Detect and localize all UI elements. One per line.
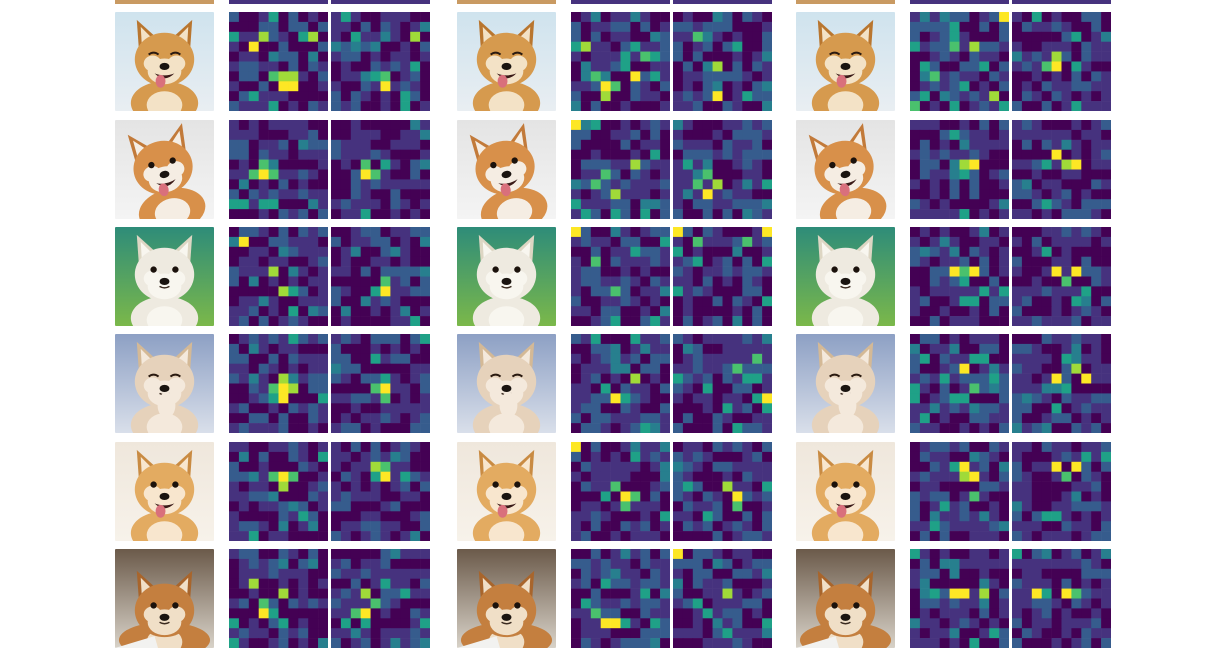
attention-heatmap [571,334,670,433]
attention-heatmap [331,442,430,541]
attention-heatmap [229,442,328,541]
attention-heatmap [331,12,430,111]
attention-heatmap [571,120,670,219]
attention-heatmap [673,227,772,326]
attention-heatmap [910,12,1009,111]
cropped-photo-strip [115,0,214,4]
dog-photo-corgi-grass [796,120,895,219]
attention-heatmap [1012,227,1111,326]
dog-photo-shiba-smiling [457,12,556,111]
attention-heatmap [229,334,328,433]
attention-heatmap [910,120,1009,219]
attention-heatmap [1012,12,1111,111]
cropped-photo-strip [457,0,556,4]
attention-heatmap [910,227,1009,326]
cropped-photo-strip [796,0,895,4]
attention-heatmap [229,549,328,648]
dog-photo-cream-puppy [457,442,556,541]
dog-photo-corgi-grass [115,120,214,219]
attention-heatmap [673,442,772,541]
dog-photo-shiba-lying [457,549,556,648]
dog-photo-shiba-lying [796,549,895,648]
attention-heatmap [571,227,670,326]
attention-heatmap [229,227,328,326]
dog-photo-fluffy-puppy [796,334,895,433]
dog-photo-white-puppy [796,227,895,326]
attention-heatmap [1012,442,1111,541]
attention-heatmap [1012,549,1111,648]
attention-heatmap [673,120,772,219]
dog-photo-fluffy-puppy [115,334,214,433]
attention-heatmap [571,442,670,541]
cropped-heatmap-strip [1012,0,1111,4]
attention-heatmap [571,549,670,648]
dog-photo-fluffy-puppy [457,334,556,433]
dog-photo-cream-puppy [796,442,895,541]
cropped-heatmap-strip [910,0,1009,4]
attention-heatmap [673,12,772,111]
attention-heatmap [673,549,772,648]
cropped-heatmap-strip [229,0,328,4]
attention-heatmap [571,12,670,111]
dog-photo-shiba-smiling [796,12,895,111]
attention-heatmap [1012,120,1111,219]
attention-heatmap [331,334,430,433]
dog-photo-corgi-grass [457,120,556,219]
dog-photo-white-puppy [457,227,556,326]
cropped-heatmap-strip [331,0,430,4]
attention-heatmap [673,334,772,433]
attention-heatmap [229,12,328,111]
attention-heatmap [910,334,1009,433]
dog-photo-white-puppy [115,227,214,326]
cropped-heatmap-strip [673,0,772,4]
dog-photo-cream-puppy [115,442,214,541]
attention-heatmap [1012,334,1111,433]
attention-heatmap [910,549,1009,648]
attention-heatmap [229,120,328,219]
attention-heatmap [331,549,430,648]
attention-heatmap [910,442,1009,541]
dog-photo-shiba-smiling [115,12,214,111]
attention-heatmap [331,120,430,219]
dog-photo-shiba-lying [115,549,214,648]
attention-heatmap [331,227,430,326]
cropped-heatmap-strip [571,0,670,4]
